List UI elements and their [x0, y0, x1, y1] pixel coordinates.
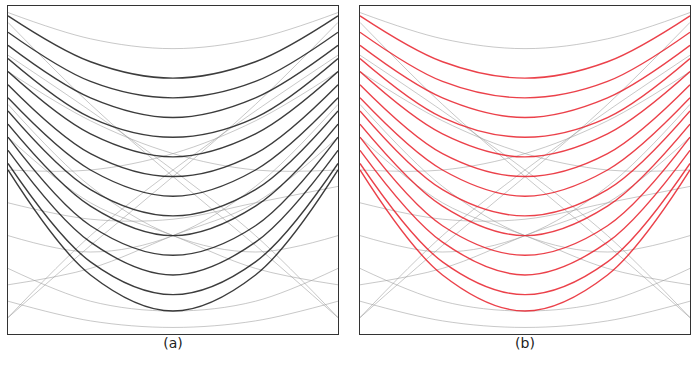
svg-text:(b): (b)	[515, 335, 535, 351]
svg-text:(a): (a)	[163, 335, 183, 351]
